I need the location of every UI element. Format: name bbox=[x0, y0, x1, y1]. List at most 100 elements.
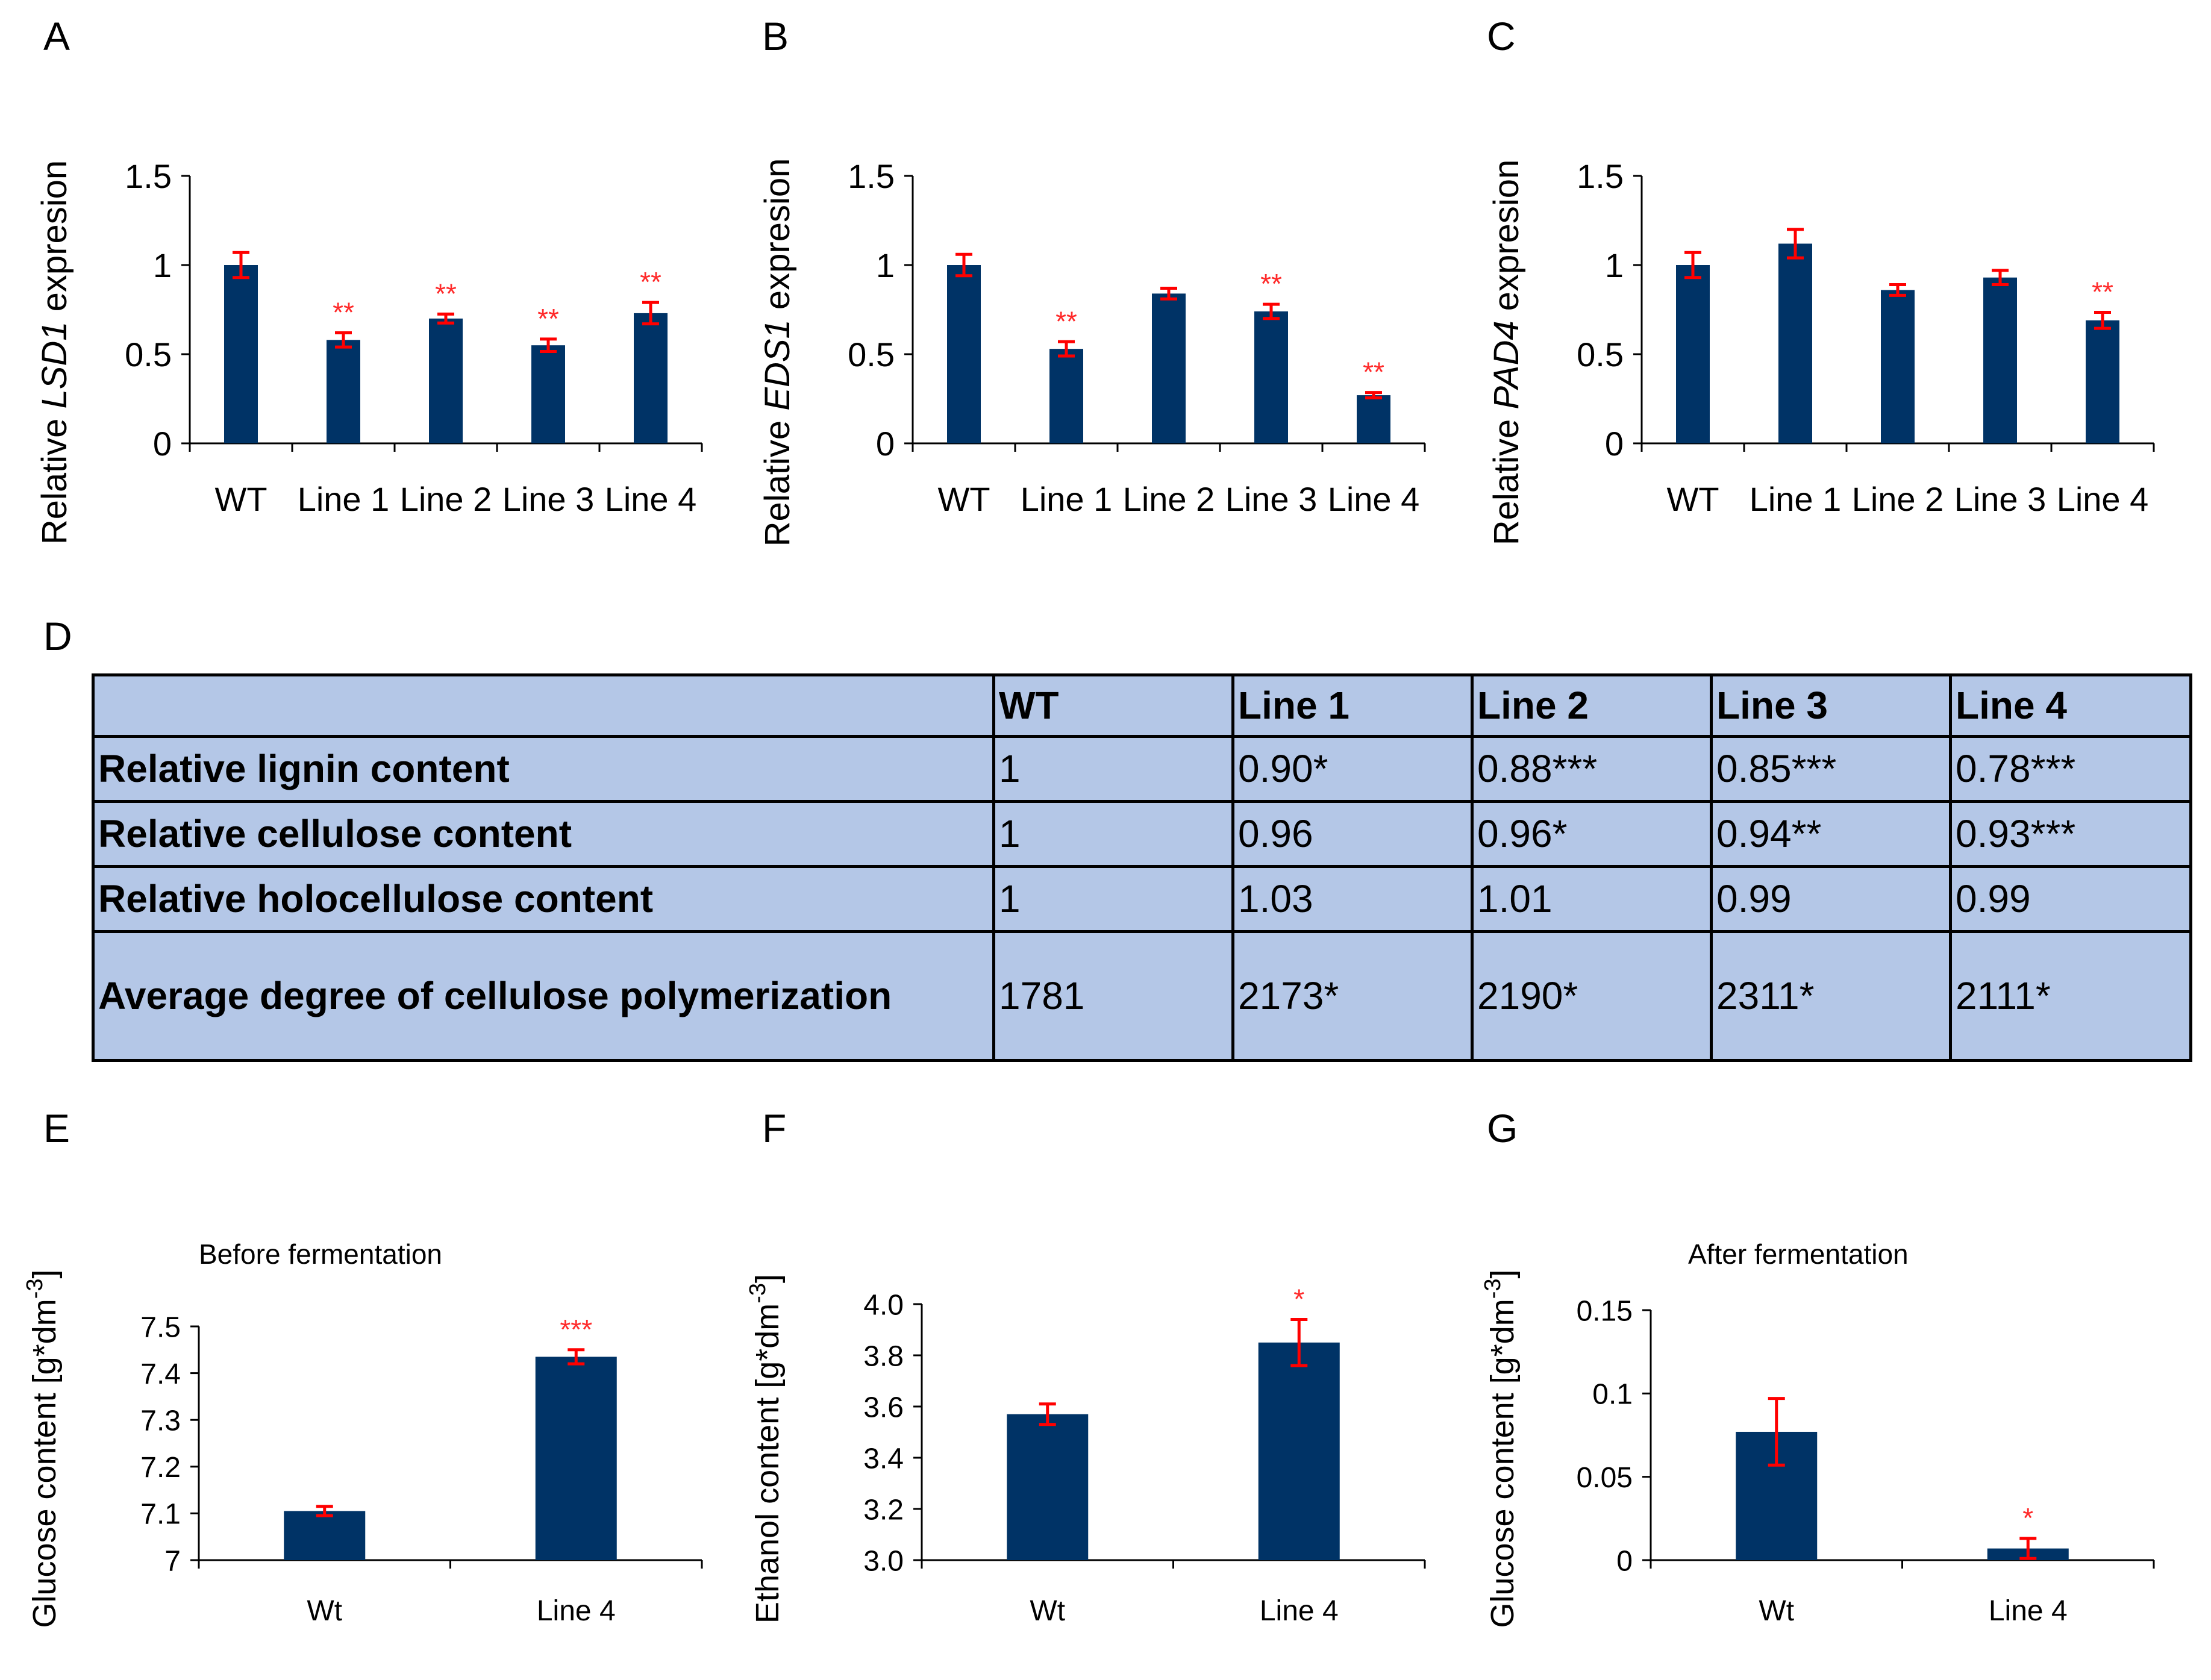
significance-marker: * bbox=[1293, 1284, 1304, 1315]
table-cell: 1781 bbox=[992, 930, 1234, 1062]
x-category-label: Line 2 bbox=[1123, 480, 1215, 518]
y-tick-label: 7.1 bbox=[140, 1499, 181, 1531]
table-cell: 1.01 bbox=[1471, 865, 1713, 933]
bar bbox=[2086, 320, 2119, 443]
chart-e: Glucose content [g*dm-3] Before fermenta… bbox=[22, 1238, 703, 1628]
y-tick-label: 7.4 bbox=[140, 1358, 181, 1390]
y-tick-label: 1.5 bbox=[125, 157, 172, 195]
chart-e-subtitle: Before fermentation bbox=[199, 1238, 442, 1270]
x-category-label: Line 2 bbox=[1852, 480, 1944, 518]
y-tick-label: 3.6 bbox=[863, 1391, 904, 1423]
significance-marker: ** bbox=[640, 266, 661, 298]
table-cell: 2190* bbox=[1471, 930, 1713, 1062]
table-row-label: Relative lignin content bbox=[92, 735, 995, 803]
x-category-label: Wt bbox=[1759, 1595, 1794, 1627]
significance-marker: ** bbox=[537, 303, 559, 334]
chart-g-ylabel: Glucose content [g*dm-3] bbox=[1480, 1269, 1521, 1628]
panel-letter-b: B bbox=[762, 14, 789, 58]
bar bbox=[531, 345, 565, 443]
x-category-label: Line 4 bbox=[1260, 1595, 1339, 1627]
x-category-label: Line 1 bbox=[1750, 480, 1842, 518]
table-header-row: WT Line 1 Line 2 Line 3 Line 4 bbox=[92, 673, 2192, 738]
y-tick-label: 1 bbox=[153, 246, 172, 284]
x-category-label: Line 3 bbox=[502, 480, 595, 518]
bar bbox=[1254, 311, 1288, 443]
bar bbox=[1049, 349, 1083, 443]
y-tick-label: 1 bbox=[1605, 246, 1624, 284]
x-category-label: Wt bbox=[307, 1595, 342, 1627]
x-category-label: Line 4 bbox=[1328, 480, 1420, 518]
bar bbox=[1676, 265, 1710, 443]
table-cell: 0.78*** bbox=[1949, 735, 2192, 803]
y-tick-label: 0 bbox=[153, 425, 172, 463]
table-cell: 1 bbox=[992, 865, 1234, 933]
y-tick-label: 3.0 bbox=[863, 1545, 904, 1577]
table-cell: 0.96* bbox=[1471, 800, 1713, 868]
chart-c-ylabel: Relative PAD4 expresion bbox=[1487, 160, 1526, 545]
y-tick-label: 3.4 bbox=[863, 1443, 904, 1475]
y-tick-label: 7.5 bbox=[140, 1311, 181, 1343]
panel-letter-e: E bbox=[43, 1106, 70, 1151]
panel-letter-c: C bbox=[1487, 14, 1516, 58]
y-tick-label: 4.0 bbox=[863, 1289, 904, 1321]
table-row-label: Relative holocellulose content bbox=[92, 865, 995, 933]
x-category-label: Line 4 bbox=[537, 1595, 616, 1627]
y-tick-label: 0 bbox=[1605, 425, 1624, 463]
x-category-label: Line 2 bbox=[400, 480, 492, 518]
bar bbox=[1357, 395, 1390, 443]
bar bbox=[535, 1357, 617, 1560]
table-row: Relative cellulose content 1 0.96 0.96* … bbox=[92, 800, 2192, 868]
table-cell: 1 bbox=[992, 800, 1234, 868]
bar bbox=[327, 340, 360, 443]
bar bbox=[1007, 1414, 1089, 1560]
panel-letter-g: G bbox=[1487, 1106, 1518, 1151]
y-tick-label: 3.2 bbox=[863, 1494, 904, 1526]
y-tick-label: 0.05 bbox=[1577, 1462, 1633, 1494]
bar bbox=[224, 265, 258, 443]
y-tick-label: 1.5 bbox=[848, 157, 895, 195]
y-tick-label: 1.5 bbox=[1577, 157, 1624, 195]
composition-table: WT Line 1 Line 2 Line 3 Line 4 Relative … bbox=[92, 673, 2192, 1062]
bar bbox=[1258, 1342, 1340, 1560]
bar bbox=[1778, 243, 1812, 443]
y-tick-label: 7.2 bbox=[140, 1452, 181, 1484]
y-tick-label: 0.5 bbox=[848, 336, 895, 373]
chart-a-ylabel: Relative LSD1 expresion bbox=[35, 160, 74, 545]
bar bbox=[284, 1511, 366, 1560]
table-cell: 0.96 bbox=[1231, 800, 1474, 868]
y-tick-label: 3.8 bbox=[863, 1340, 904, 1372]
chart-a: Relative LSD1 expresion 0 0.5 1 1.5 WT Line 1… bbox=[35, 157, 703, 545]
table-header-cell: Line 2 bbox=[1471, 673, 1713, 738]
table-cell: 1.03 bbox=[1231, 865, 1474, 933]
y-tick-label: 0.5 bbox=[125, 336, 172, 373]
bar bbox=[429, 318, 463, 443]
bar bbox=[1881, 290, 1915, 443]
table-cell: 1 bbox=[992, 735, 1234, 803]
table-header-cell: WT bbox=[992, 673, 1234, 738]
significance-marker: ** bbox=[435, 278, 457, 309]
chart-b: Relative EDS1 expresion 0 0.5 1 1.5 WT Line 1… bbox=[758, 157, 1426, 547]
x-category-label: Line 3 bbox=[1225, 480, 1318, 518]
table-row: Average degree of cellulose polymerizati… bbox=[92, 930, 2192, 1062]
table-cell: 0.88*** bbox=[1471, 735, 1713, 803]
bar bbox=[947, 265, 981, 443]
x-category-label: Line 4 bbox=[605, 480, 697, 518]
chart-c: Relative PAD4 expresion 0 0.5 1 1.5 WT Line 1… bbox=[1487, 157, 2155, 545]
y-tick-label: 7 bbox=[164, 1545, 181, 1577]
panel-letter-a: A bbox=[43, 14, 70, 58]
table-header-cell: Line 4 bbox=[1949, 673, 2192, 738]
x-category-label: WT bbox=[937, 480, 990, 518]
x-category-label: Line 3 bbox=[1954, 480, 2047, 518]
significance-marker: ** bbox=[333, 296, 354, 328]
significance-marker: ** bbox=[1055, 305, 1077, 337]
chart-f: Ethanol content [g*dm-3] 3.0 3.2 3.4 3.6 3.8… bbox=[745, 1274, 1426, 1627]
chart-e-ylabel: Glucose content [g*dm-3] bbox=[22, 1269, 63, 1628]
chart-b-ylabel: Relative EDS1 expresion bbox=[758, 158, 797, 547]
table-cell: 2173* bbox=[1231, 930, 1474, 1062]
x-category-label: Line 4 bbox=[2057, 480, 2149, 518]
table-header-cell: Line 1 bbox=[1231, 673, 1474, 738]
table-row: Relative lignin content 1 0.90* 0.88*** … bbox=[92, 735, 2192, 803]
table-row-label: Average degree of cellulose polymerizati… bbox=[92, 930, 995, 1062]
chart-f-ylabel: Ethanol content [g*dm-3] bbox=[745, 1274, 786, 1623]
x-category-label: Wt bbox=[1030, 1595, 1065, 1627]
